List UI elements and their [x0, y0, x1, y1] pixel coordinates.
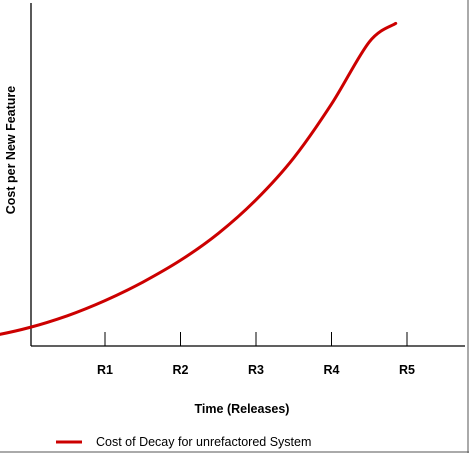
y-axis-label: Cost per New Feature — [4, 86, 18, 215]
x-tick-label-r1: R1 — [97, 363, 113, 377]
series-layer — [0, 21, 398, 336]
x-tick-label-r4: R4 — [324, 363, 340, 377]
x-tick-label-r2: R2 — [173, 363, 189, 377]
series-line-0 — [0, 21, 398, 336]
x-tick-label-r5: R5 — [399, 363, 415, 377]
legend-label: Cost of Decay for unrefactored System — [96, 435, 311, 449]
axes — [30, 3, 465, 347]
legend: Cost of Decay for unrefactored System — [56, 435, 311, 449]
x-axis-label: Time (Releases) — [195, 402, 290, 416]
x-ticks: R1 R2 R3 R4 R5 — [97, 332, 415, 377]
x-tick-label-r3: R3 — [248, 363, 264, 377]
